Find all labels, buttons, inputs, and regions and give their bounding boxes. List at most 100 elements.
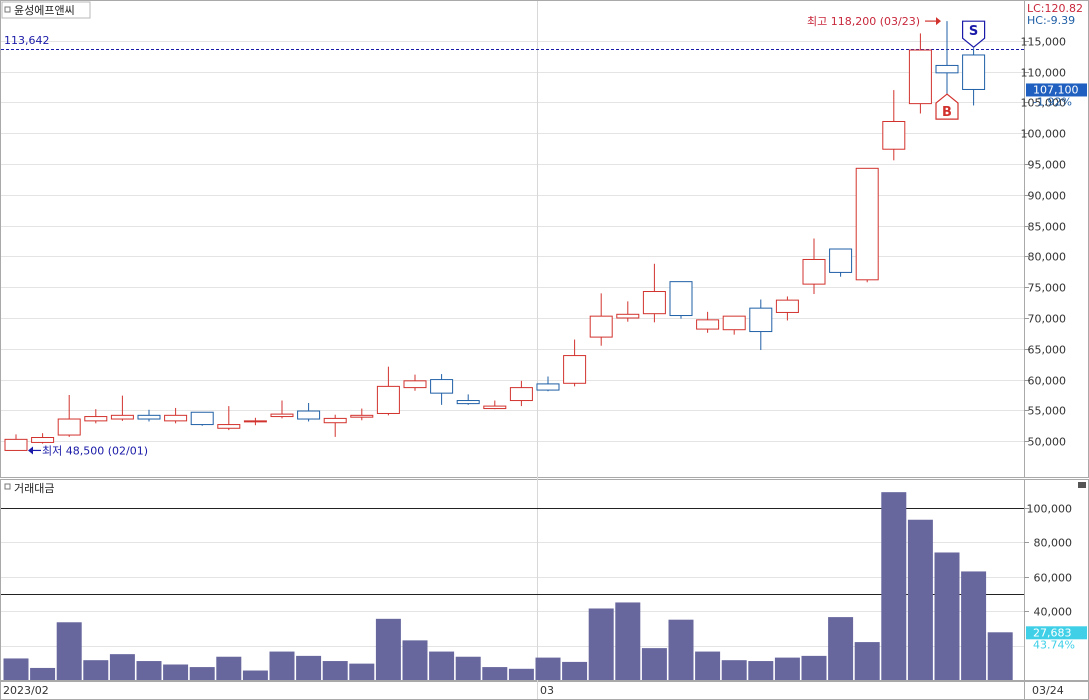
price-axis-tick-label: 85,000 bbox=[1028, 221, 1067, 234]
lc-label: LC:120.82 bbox=[1027, 2, 1083, 15]
volume-bar bbox=[296, 655, 322, 680]
sell-signal-icon bbox=[962, 20, 986, 48]
price-axis-labels: 50,000 55,000 60,000 65,000 70,000 75,000 80,0… bbox=[1021, 36, 1067, 449]
candle-body bbox=[243, 420, 267, 423]
volume-bar bbox=[56, 622, 82, 680]
candle-body bbox=[563, 355, 587, 384]
price-axis-tick-label: 60,000 bbox=[1028, 375, 1067, 388]
volume-panel-title: 거래대금 bbox=[14, 482, 54, 495]
candle-body bbox=[908, 49, 932, 105]
volume-bar bbox=[934, 552, 960, 680]
price-axis-tick-label: 90,000 bbox=[1028, 190, 1067, 203]
candle-body bbox=[350, 414, 374, 418]
volume-bar bbox=[136, 661, 162, 680]
volume-bar bbox=[242, 670, 268, 680]
candle-body bbox=[4, 438, 28, 451]
volume-bar bbox=[508, 668, 534, 680]
price-axis-tick-label: 80,000 bbox=[1028, 251, 1067, 264]
candle-body bbox=[164, 414, 188, 422]
candle-body bbox=[642, 291, 666, 315]
current-volume-label: 27,683 bbox=[1033, 626, 1072, 639]
volume-bar bbox=[668, 619, 694, 680]
volume-bar bbox=[721, 660, 747, 680]
volume-bar bbox=[748, 661, 774, 680]
price-axis-tick-label: 50,000 bbox=[1028, 436, 1067, 449]
reference-line-label: 113,642 bbox=[4, 34, 50, 47]
current-volume-ratio-label: 43.74% bbox=[1033, 638, 1075, 651]
candle-body bbox=[270, 413, 294, 418]
candle-body bbox=[829, 248, 853, 273]
price-axis-tick-label: 55,000 bbox=[1028, 405, 1067, 418]
high-arrow-icon bbox=[925, 17, 941, 26]
buy-signal-icon bbox=[935, 93, 959, 120]
candlestick-series bbox=[4, 21, 986, 451]
volume-axis-labels: 40,000 60,000 80,000 100,000 bbox=[1024, 503, 1072, 619]
panel-collapse-icon[interactable] bbox=[4, 6, 11, 13]
volume-bar bbox=[429, 651, 455, 680]
sell-signal-label: S bbox=[969, 24, 978, 39]
volume-bar bbox=[987, 632, 1013, 680]
volume-bar bbox=[881, 492, 907, 680]
candle-body bbox=[855, 167, 879, 281]
volume-bar bbox=[375, 618, 401, 680]
volume-axis-tick-label: 60,000 bbox=[1034, 572, 1073, 585]
volume-bar bbox=[854, 642, 880, 680]
candle-body bbox=[456, 400, 480, 405]
candle-body bbox=[696, 319, 720, 330]
volume-bar bbox=[216, 656, 242, 680]
volume-bar bbox=[3, 658, 29, 680]
price-axis-tick-label: 100,000 bbox=[1021, 128, 1067, 141]
volume-bar bbox=[163, 664, 189, 680]
candle-body bbox=[430, 379, 454, 394]
volume-bar bbox=[83, 660, 109, 680]
candle-body bbox=[403, 380, 427, 389]
sell-signal-marker[interactable]: S bbox=[962, 20, 986, 48]
price-axis-tick-label: 115,000 bbox=[1021, 36, 1067, 49]
volume-bar bbox=[482, 667, 508, 680]
volume-bar bbox=[535, 657, 561, 680]
high-arrow-head bbox=[936, 17, 941, 26]
candle-body bbox=[323, 417, 347, 424]
candle-body bbox=[589, 315, 613, 338]
buy-signal-marker[interactable]: B bbox=[935, 93, 959, 120]
volume-panel-maximize-icon[interactable] bbox=[1078, 482, 1086, 488]
volume-bar bbox=[189, 667, 215, 680]
candle-body bbox=[775, 299, 799, 313]
candle-body bbox=[669, 281, 693, 317]
buy-signal-label: B bbox=[942, 105, 952, 120]
candle-body bbox=[509, 387, 533, 402]
candle-body bbox=[190, 411, 214, 426]
candle-body bbox=[297, 410, 321, 420]
low-arrow-icon bbox=[28, 446, 41, 455]
volume-bar bbox=[269, 651, 295, 680]
volume-axis-tick-label: 40,000 bbox=[1034, 606, 1073, 619]
price-grid bbox=[1, 41, 1024, 442]
candle-body bbox=[802, 258, 826, 285]
volume-bar bbox=[774, 657, 800, 680]
volume-bar bbox=[961, 571, 987, 680]
volume-bar bbox=[615, 602, 641, 680]
volume-bar bbox=[402, 640, 428, 680]
candle-body bbox=[84, 416, 108, 422]
candle-body bbox=[536, 383, 560, 391]
price-axis-tick-label: 95,000 bbox=[1028, 159, 1067, 172]
candle-body bbox=[57, 418, 81, 436]
volume-bar bbox=[562, 661, 588, 680]
price-panel-title-box[interactable] bbox=[1, 1, 91, 19]
candle-body bbox=[722, 315, 746, 331]
candle-body bbox=[31, 437, 55, 443]
current-price-tag bbox=[1026, 83, 1087, 97]
candle-body bbox=[882, 120, 906, 150]
candle-body bbox=[749, 307, 773, 333]
low-annotation: 최저 48,500 (02/01) bbox=[42, 444, 148, 457]
price-panel-frame bbox=[0, 0, 1089, 478]
price-axis-tick-label: 70,000 bbox=[1028, 313, 1067, 326]
volume-bar bbox=[641, 648, 667, 680]
current-price-label: 107,100 bbox=[1033, 83, 1079, 96]
volume-bar bbox=[695, 651, 721, 680]
volume-panel-collapse-icon[interactable] bbox=[4, 483, 11, 490]
candle-body bbox=[137, 414, 161, 420]
volume-bar bbox=[30, 667, 56, 680]
candle-body bbox=[962, 54, 986, 90]
